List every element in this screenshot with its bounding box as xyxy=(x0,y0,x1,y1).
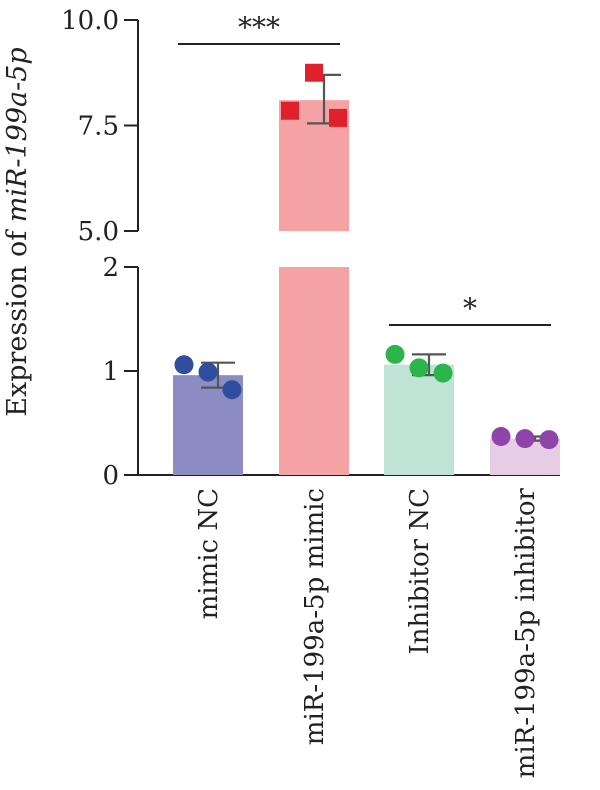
data-point xyxy=(433,363,453,383)
data-points-layer xyxy=(174,63,559,450)
bars-layer xyxy=(173,100,560,475)
error-bars-layer xyxy=(201,73,552,442)
upper-y-tick-label: 5.0 xyxy=(78,217,119,247)
y-axis-label: Expression of miR-199a-5p xyxy=(2,47,33,416)
bar xyxy=(384,364,454,475)
x-tick-label: miR-199a-5p mimic xyxy=(300,488,330,745)
data-point xyxy=(222,380,242,400)
upper-y-tick-label: 10.0 xyxy=(61,6,119,36)
data-point xyxy=(385,344,405,364)
data-point xyxy=(198,362,218,382)
data-point xyxy=(409,358,429,378)
lower-y-tick-label: 0 xyxy=(102,461,119,491)
upper-axis-panel: 5.0 7.5 10.0 xyxy=(61,6,139,247)
significance-label: *** xyxy=(238,11,280,44)
data-point xyxy=(174,355,194,375)
data-point xyxy=(305,63,323,82)
x-tick-label: mimic NC xyxy=(194,488,224,619)
bar-lower-segment xyxy=(279,267,349,475)
y-axis-label-prefix: Expression of xyxy=(2,222,33,417)
data-point xyxy=(281,101,299,120)
data-point xyxy=(329,108,347,127)
significance-layer: **** xyxy=(178,11,551,326)
lower-y-tick-label: 1 xyxy=(102,357,119,387)
significance-label: * xyxy=(463,292,477,325)
data-point xyxy=(515,429,535,449)
x-tick-label: Inhibitor NC xyxy=(405,488,435,654)
data-point xyxy=(539,430,559,450)
x-tick-label: miR-199a-5p inhibitor xyxy=(511,487,541,778)
lower-y-tick-label: 2 xyxy=(102,253,119,283)
upper-y-tick-label: 7.5 xyxy=(78,112,119,142)
x-tick-labels: mimic NC miR-199a-5p mimic Inhibitor NC miR… xyxy=(194,487,541,778)
y-axis-label-gene: miR-199a-5p xyxy=(2,47,33,222)
data-point xyxy=(491,427,511,447)
